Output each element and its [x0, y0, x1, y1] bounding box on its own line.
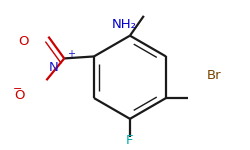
Text: NH₂: NH₂ [112, 18, 137, 31]
Text: F: F [126, 134, 134, 147]
Text: N: N [49, 61, 59, 74]
Text: +: + [66, 49, 74, 59]
Text: O: O [14, 88, 25, 102]
Text: Br: Br [207, 69, 222, 82]
Text: −: − [12, 84, 22, 94]
Text: O: O [18, 35, 29, 48]
